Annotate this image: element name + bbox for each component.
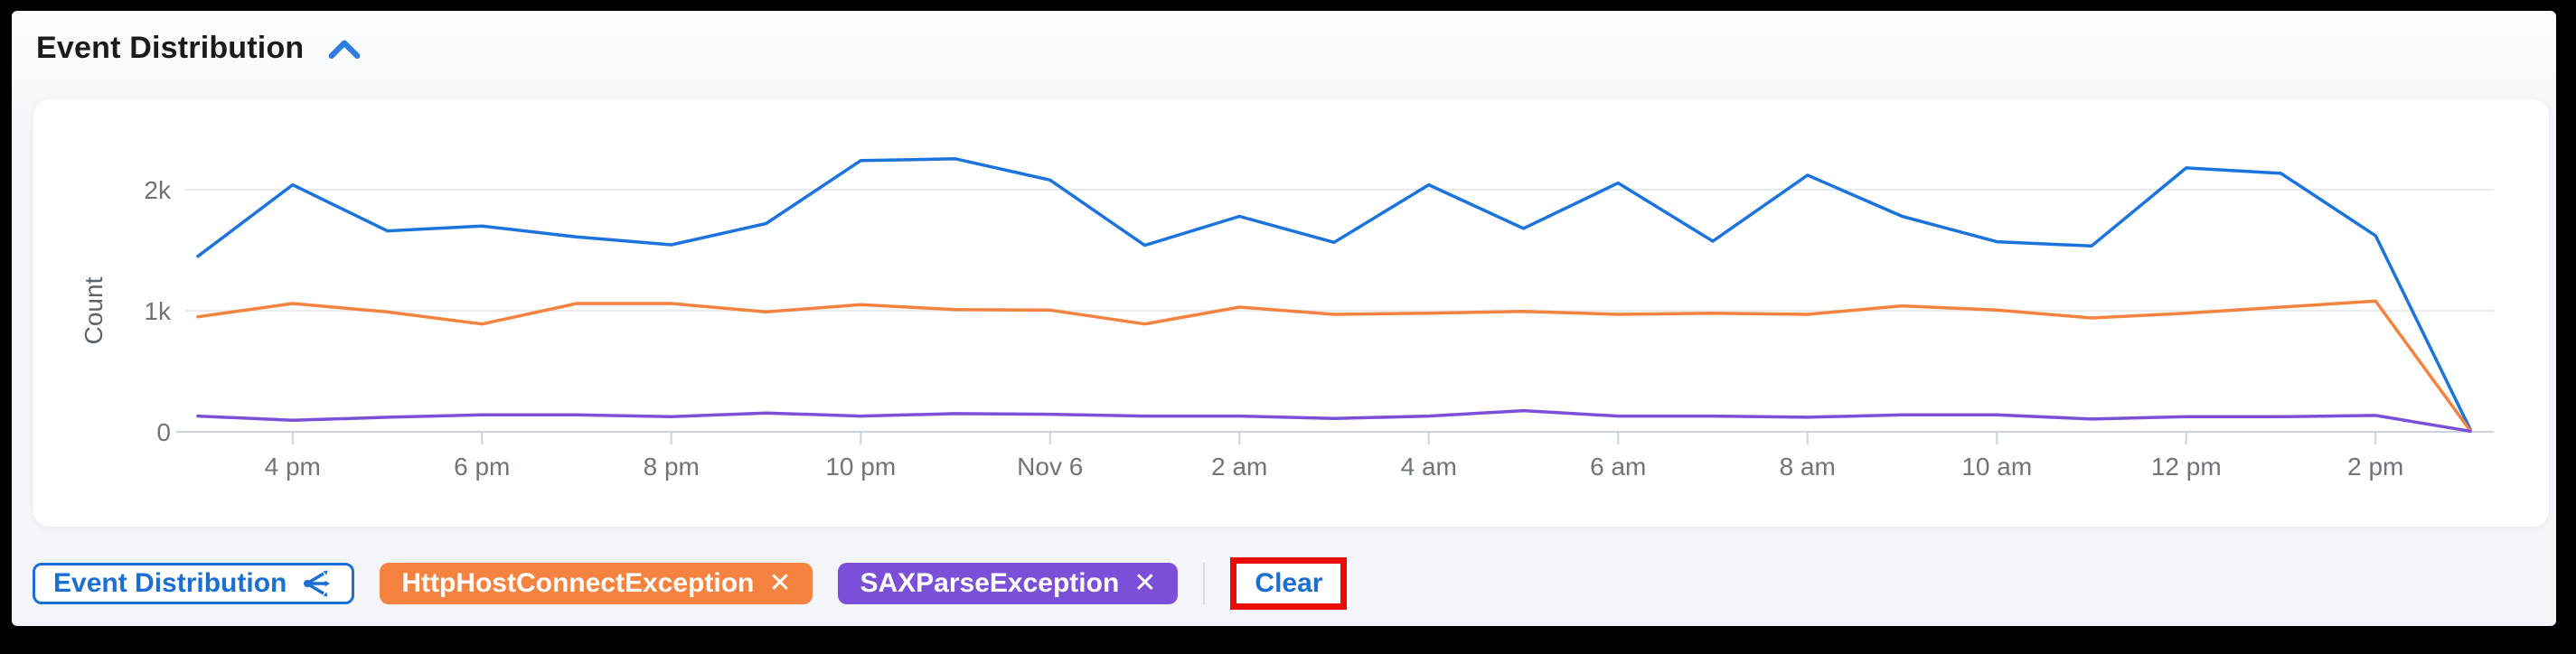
chart-header: Event Distribution xyxy=(36,31,362,66)
svg-text:8 pm: 8 pm xyxy=(644,453,700,481)
close-icon[interactable]: ✕ xyxy=(1133,568,1157,598)
svg-text:2 am: 2 am xyxy=(1211,453,1267,481)
svg-text:8 am: 8 am xyxy=(1780,453,1836,481)
filter-chip-saxparseexception[interactable]: SAXParseException ✕ xyxy=(838,563,1179,604)
svg-text:0: 0 xyxy=(156,418,171,446)
annotation-highlight-box: Clear xyxy=(1230,557,1348,610)
svg-text:2 pm: 2 pm xyxy=(2347,453,2403,481)
event-distribution-chip[interactable]: Event Distribution xyxy=(33,563,355,604)
close-icon[interactable]: ✕ xyxy=(768,568,792,598)
svg-text:4 pm: 4 pm xyxy=(265,453,321,481)
clear-button[interactable]: Clear xyxy=(1255,568,1323,598)
share-icon[interactable] xyxy=(301,567,334,600)
filter-chips-row: Event Distribution HttpHostConnectExcept… xyxy=(33,557,1348,610)
svg-text:2k: 2k xyxy=(144,176,172,204)
event-distribution-line-chart: 0 1k 2k Count 4 pm 6 pm 8 pm 10 pm Nov 6 2 am 4 am… xyxy=(80,157,2494,481)
svg-text:6 am: 6 am xyxy=(1590,453,1646,481)
svg-text:1k: 1k xyxy=(144,297,172,325)
page-background: Event Distribution 0 1k 2k Count 4 pm 6 pm 8 p… xyxy=(12,11,2556,626)
svg-text:10 am: 10 am xyxy=(1961,453,2032,481)
filter-chip-label: HttpHostConnectException xyxy=(401,568,755,598)
chart-card: 0 1k 2k Count 4 pm 6 pm 8 pm 10 pm Nov 6 2 am 4 am… xyxy=(33,99,2549,527)
svg-text:10 pm: 10 pm xyxy=(825,453,896,481)
divider xyxy=(1203,563,1206,604)
filter-chip-label: SAXParseException xyxy=(860,568,1120,598)
filter-chip-httphostconnectexception[interactable]: HttpHostConnectException ✕ xyxy=(380,563,813,604)
svg-text:Nov 6: Nov 6 xyxy=(1017,453,1083,481)
chevron-up-icon[interactable] xyxy=(327,37,362,61)
svg-text:Count: Count xyxy=(80,276,108,344)
page-title: Event Distribution xyxy=(36,31,305,65)
event-distribution-chip-label: Event Distribution xyxy=(53,568,287,598)
svg-text:12 pm: 12 pm xyxy=(2151,453,2222,481)
svg-text:6 pm: 6 pm xyxy=(454,453,510,481)
svg-text:4 am: 4 am xyxy=(1401,453,1457,481)
